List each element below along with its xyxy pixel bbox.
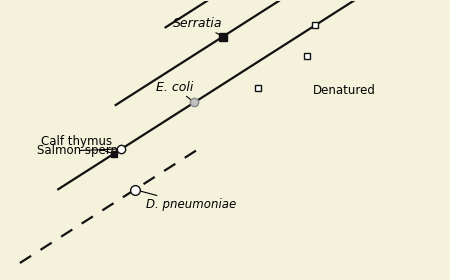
Text: Denatured: Denatured bbox=[313, 84, 376, 97]
Text: Serratia: Serratia bbox=[173, 17, 223, 35]
Text: E. coli: E. coli bbox=[156, 81, 194, 101]
Text: D. pneumoniae: D. pneumoniae bbox=[138, 190, 237, 211]
Text: M.: M. bbox=[0, 279, 1, 280]
Text: Calf thymus: Calf thymus bbox=[41, 135, 112, 153]
Text: Salmon sperm: Salmon sperm bbox=[37, 144, 122, 157]
